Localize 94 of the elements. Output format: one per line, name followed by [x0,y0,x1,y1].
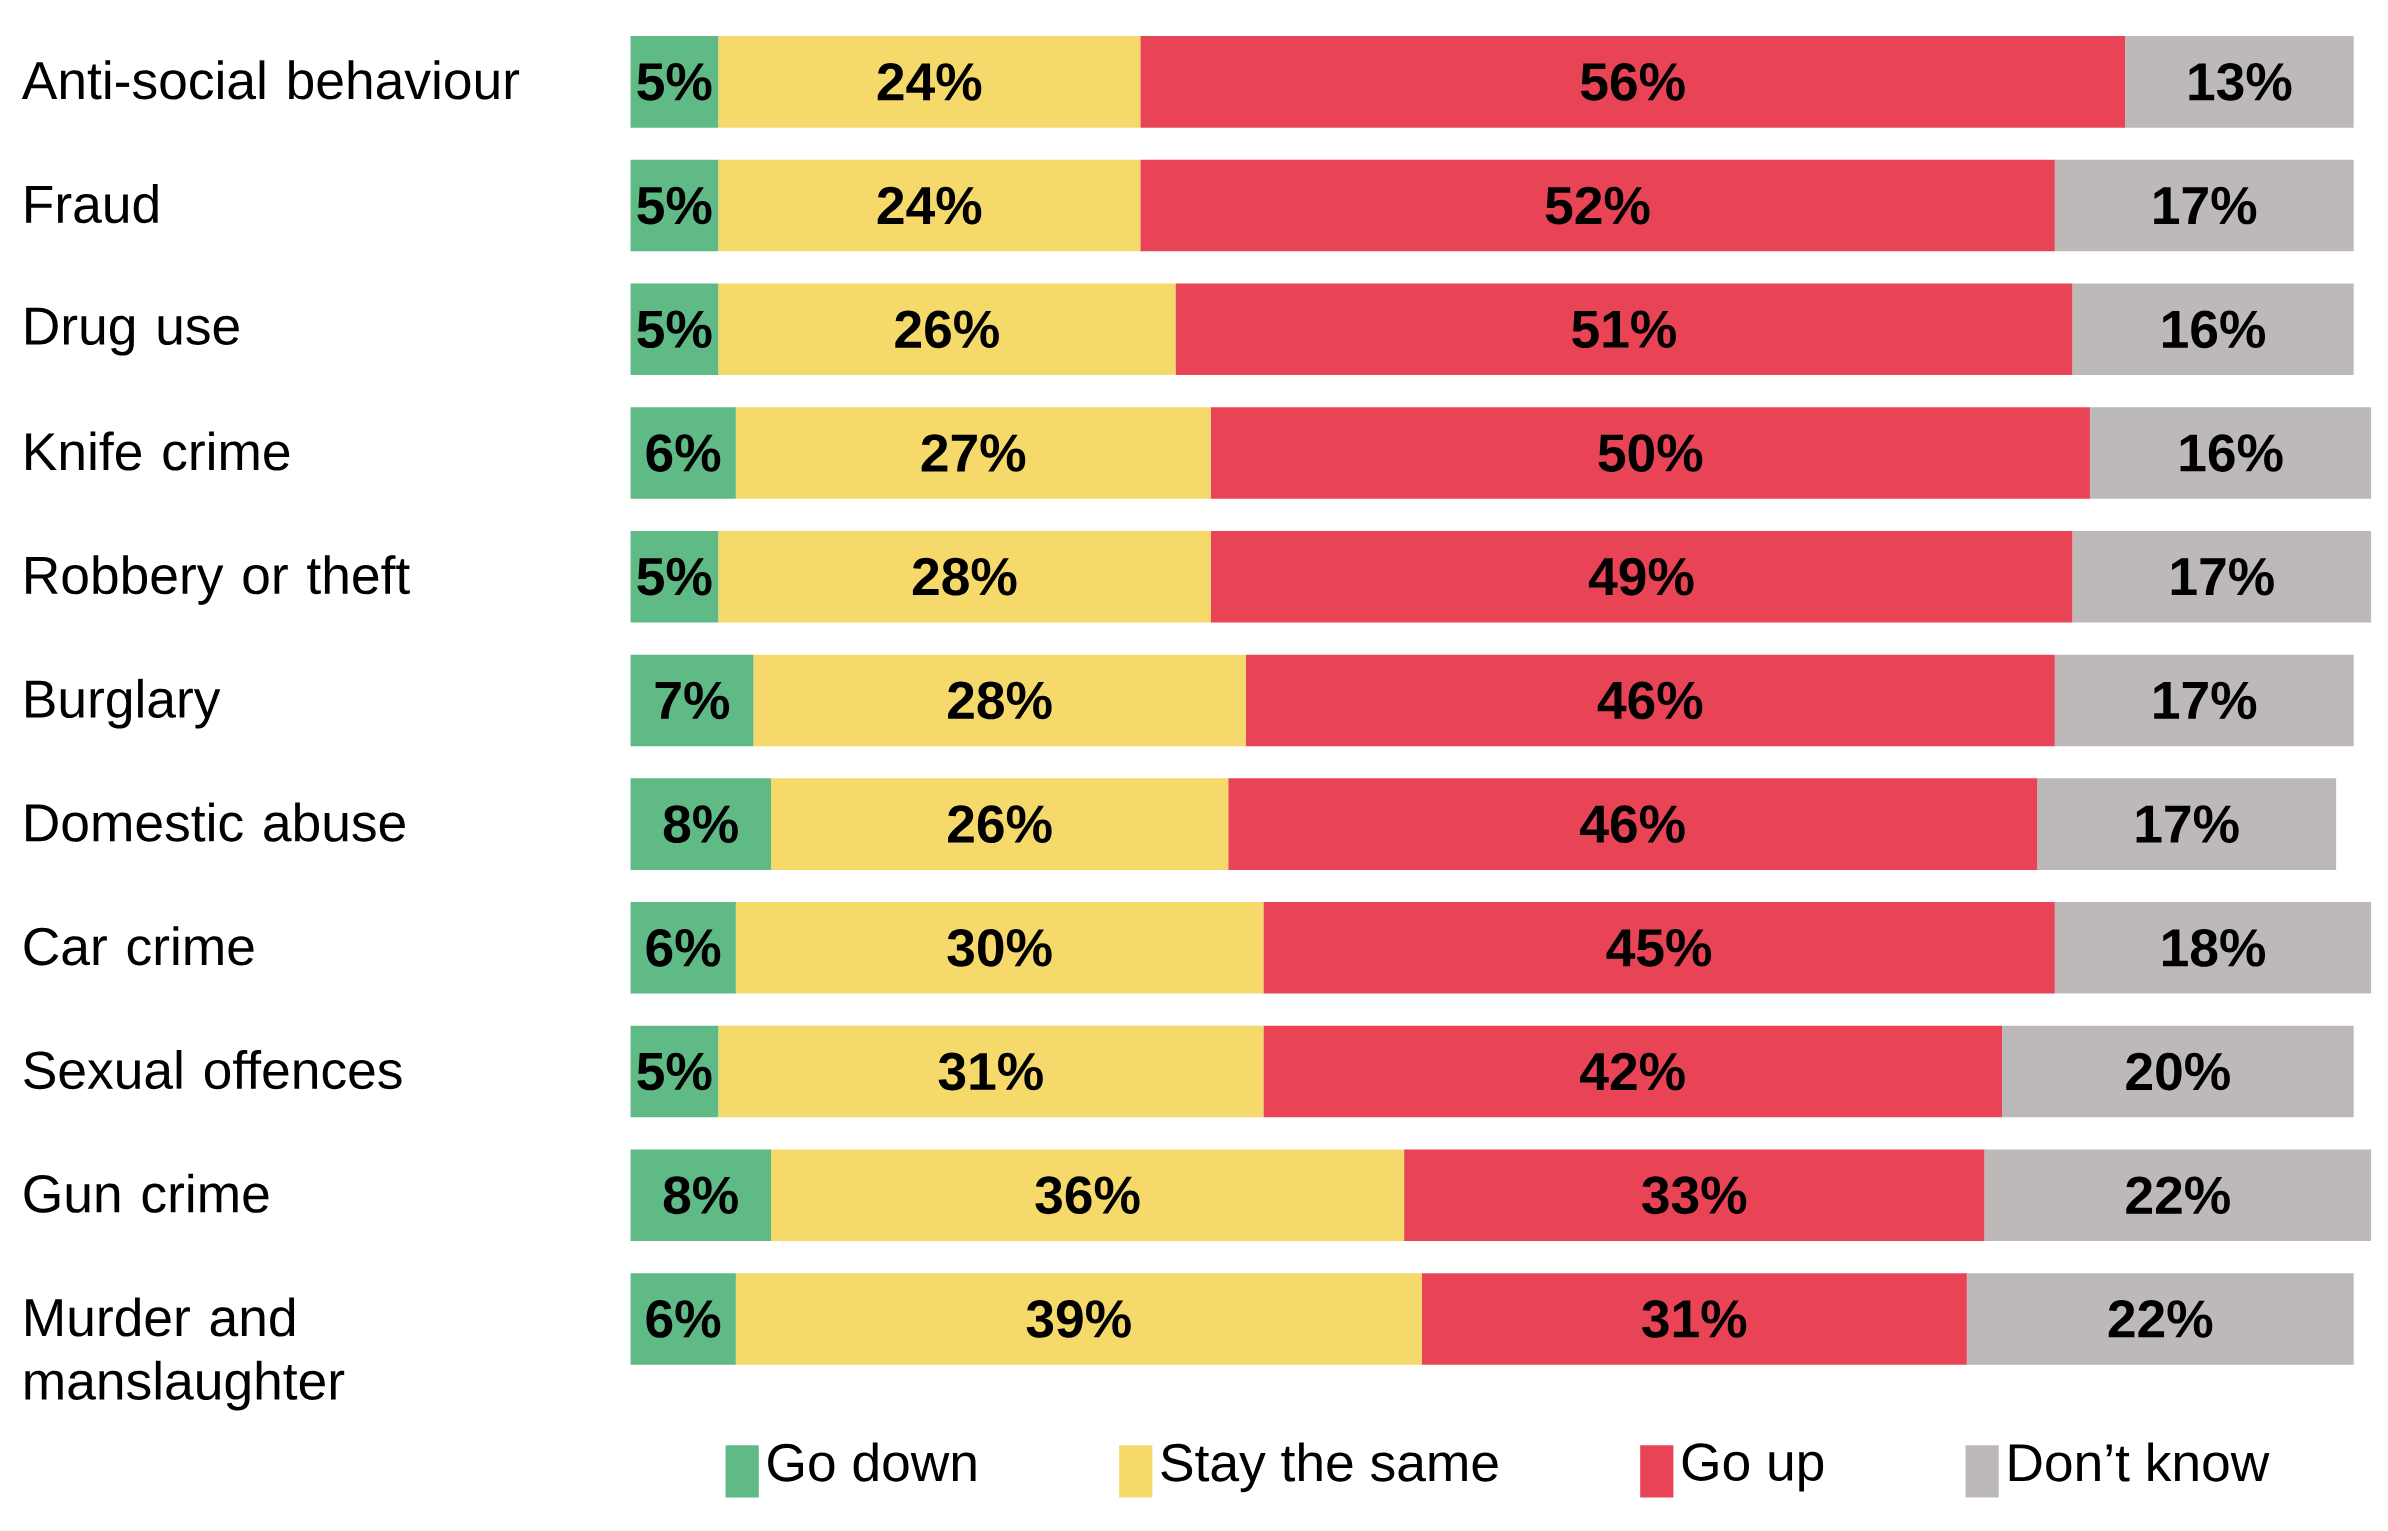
bar [2072,283,2354,376]
data-label: 5% [637,63,712,101]
bar [735,1273,1422,1365]
bar [735,902,1264,994]
bar [1210,407,2090,499]
bar [1245,654,2055,747]
data-label: 18% [2162,929,2266,967]
bar [2002,1025,2354,1118]
data-label: 8% [663,1176,738,1215]
bar [1140,159,2055,252]
bar [1421,1273,1967,1365]
data-label: 6% [646,929,721,967]
bar [1263,1025,2003,1118]
bar [2072,531,2372,623]
bar [718,159,1141,252]
bar [1984,1149,2372,1242]
data-label: 8% [663,805,738,844]
data-label: 28% [912,557,1017,596]
y-tick-label: Fraud [26,184,158,224]
data-label: 7% [655,681,730,720]
bar [1210,531,2073,623]
y-tick-label: Sexual offences [24,1050,402,1090]
data-label: 52% [1545,186,1650,225]
y-tick-label: Burglary [26,678,221,729]
data-label: 6% [646,1300,721,1338]
bar [771,1149,1405,1242]
y-tick-label: Gun crime [24,1173,269,1213]
data-label: 45% [1606,929,1712,967]
data-label: 24% [877,186,982,225]
y-tick-label: Murder and manslaughter [25,1297,345,1411]
bar [630,1149,772,1242]
bar [718,1025,1264,1118]
data-label: 46% [1580,805,1685,844]
bar [1228,778,2038,870]
data-label: 5% [637,1052,712,1091]
bar [2054,159,2354,252]
data-label: 5% [637,310,712,349]
bar [2125,36,2354,128]
bar [630,778,772,870]
data-label: 17% [2171,557,2274,596]
data-label: 17% [2154,186,2257,225]
data-label: 22% [2126,1176,2230,1215]
data-label: 20% [2126,1052,2230,1091]
bar [718,531,1211,623]
data-label: 33% [1642,1176,1747,1215]
data-label: 17% [2136,805,2239,843]
legend-label: Go down [768,1442,976,1482]
bar [718,283,1176,376]
data-label: 13% [2189,63,2292,101]
data-label: 5% [637,557,712,596]
bar [718,36,1141,128]
data-label: 50% [1598,434,1703,472]
data-label: 24% [877,63,982,101]
bar [1140,36,2126,128]
legend-label: Stay the same [1161,1442,1498,1493]
y-tick-label: Anti-social behaviour [21,60,520,100]
data-label: 51% [1572,310,1676,349]
bar [1404,1149,1985,1242]
bar [771,778,1229,870]
data-label: 28% [948,681,1052,720]
data-label: 56% [1580,63,1685,101]
data-label: 16% [2162,310,2266,349]
bar [735,407,1211,499]
y-tick-label: Car crime [24,926,254,966]
data-label: 49% [1588,557,1694,596]
data-label: 39% [1026,1300,1131,1338]
y-tick-label: Domestic abuse [26,802,405,842]
data-label: 46% [1597,681,1703,720]
legend-label: Don’t know [2009,1442,2270,1482]
bar [2054,902,2372,994]
y-tick-label: Drug use [26,307,239,356]
data-label: 27% [921,434,1026,472]
data-label: 31% [938,1052,1043,1091]
data-label: 17% [2154,681,2257,720]
data-label: 5% [637,186,712,225]
data-label: 31% [1642,1300,1747,1338]
bar [2089,407,2372,499]
data-label: 26% [948,805,1052,844]
data-label: 42% [1580,1052,1685,1091]
data-label: 36% [1035,1176,1140,1215]
data-label: 22% [2108,1300,2213,1338]
data-label: 6% [646,434,721,472]
data-label: 26% [895,310,999,349]
y-tick-label: Robbery or theft [26,555,410,605]
bar [753,654,1246,747]
data-label: 16% [2180,434,2283,472]
bar [2054,654,2354,747]
bar [1175,283,2073,376]
data-label: 30% [947,928,1052,967]
bar [1966,1273,2354,1365]
legend-label: Go up [1682,1443,1824,1492]
y-tick-label: Knife crime [26,431,290,471]
bar [2037,778,2337,870]
bar [1263,902,2055,994]
